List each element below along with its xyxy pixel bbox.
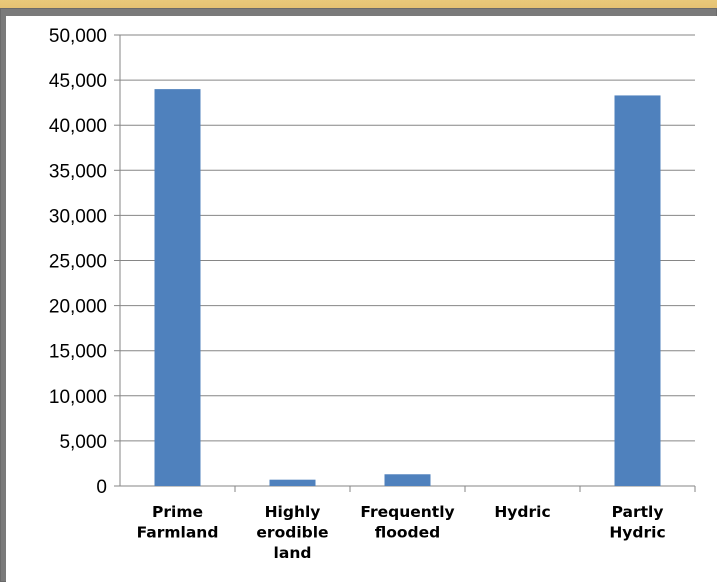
y-tick-label: 0 xyxy=(96,477,107,498)
bar xyxy=(154,89,201,487)
x-tick-label-line: Prime xyxy=(152,503,203,521)
x-tick-label-line: erodible xyxy=(256,524,328,542)
x-tick-label: Hydric xyxy=(494,503,550,521)
x-tick-label: Frequently flooded xyxy=(360,503,454,542)
x-tick-label-line: Farmland xyxy=(137,524,219,542)
y-tick-label: 35,000 xyxy=(49,161,107,182)
axes xyxy=(114,34,696,492)
x-tick-label: Partly Hydric xyxy=(609,503,665,542)
x-tick-label-line: flooded xyxy=(375,524,441,542)
x-tick-label-line: Hydric xyxy=(609,524,665,542)
x-tick-label-line: Partly xyxy=(612,503,664,521)
y-tick-label: 40,000 xyxy=(49,116,107,137)
x-tick-label: Highly erodible land xyxy=(256,503,328,562)
y-tick-label: 50,000 xyxy=(49,26,107,47)
x-tick-label-line: Hydric xyxy=(494,503,550,521)
chart-area xyxy=(6,16,717,582)
bar xyxy=(384,474,431,486)
y-tick-label: 15,000 xyxy=(49,342,107,363)
bar xyxy=(269,479,316,486)
y-tick-label: 25,000 xyxy=(49,252,107,273)
y-tick-label: 10,000 xyxy=(49,387,107,408)
gridlines xyxy=(120,34,695,442)
y-tick-label: 45,000 xyxy=(49,71,107,92)
x-tick-labels: Prime Farmland Highly erodible land Frequentl… xyxy=(137,503,666,562)
x-tick-label: Prime Farmland xyxy=(137,503,219,542)
bar xyxy=(614,95,661,487)
x-tick-label-line: Frequently xyxy=(360,503,454,521)
y-tick-label: 30,000 xyxy=(49,206,107,227)
x-tick-label-line: land xyxy=(274,544,312,562)
y-tick-labels: 0 5,000 10,000 15,000 20,000 25,000 30,000 35,0… xyxy=(49,26,107,498)
bars xyxy=(154,89,661,487)
y-tick-label: 20,000 xyxy=(49,297,107,318)
y-tick-label: 5,000 xyxy=(59,432,107,453)
x-tick-label-line: Highly xyxy=(265,503,321,521)
